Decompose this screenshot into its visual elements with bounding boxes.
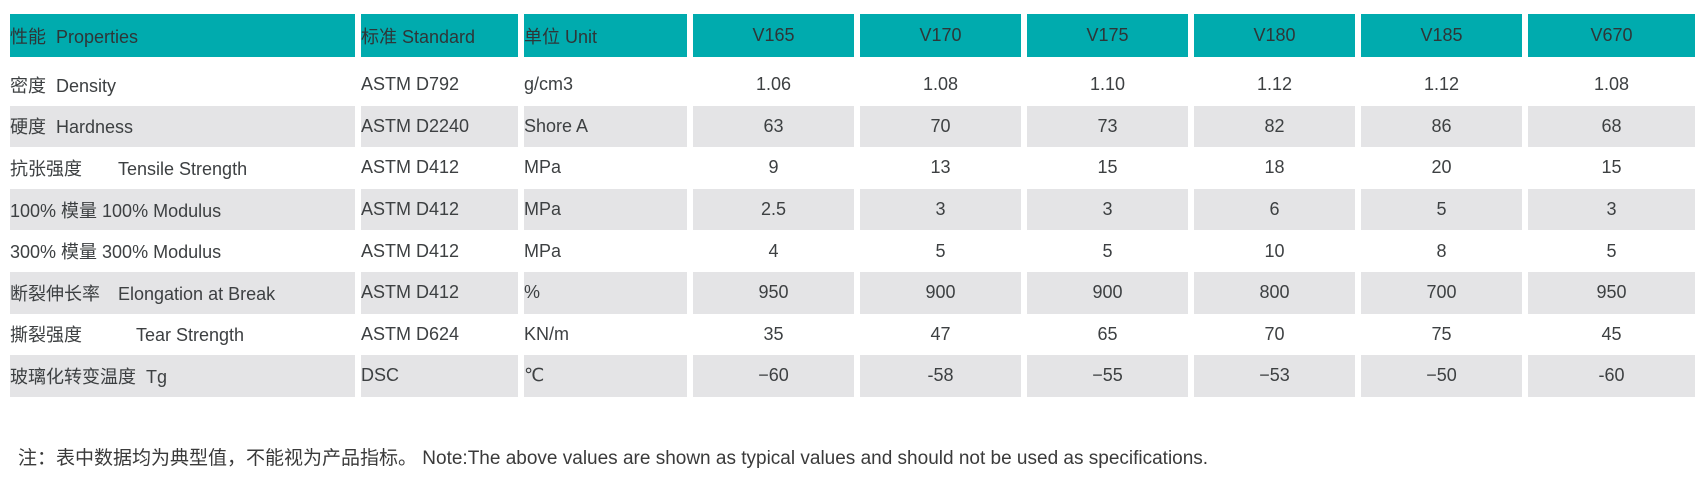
- cell-unit: MPa: [524, 147, 693, 189]
- cell-value: 5: [1361, 188, 1528, 231]
- cell-standard: ASTM D412: [361, 188, 524, 231]
- header-row: 性能 Properties 标准 Standard 单位 Unit V165 V…: [10, 14, 1695, 64]
- cell-unit: Shore A: [524, 105, 693, 148]
- cell-value: 75: [1361, 313, 1528, 356]
- cell-value: 3: [860, 188, 1027, 231]
- cell-standard: ASTM D412: [361, 230, 524, 272]
- cell-property: 密度 Density: [10, 64, 361, 106]
- cell-standard: ASTM D2240: [361, 105, 524, 148]
- cell-value: 1.10: [1027, 64, 1194, 106]
- table-row: 撕裂强度 Tear Strength ASTM D624 KN/m 35 47 …: [10, 313, 1695, 356]
- cell-standard: ASTM D412: [361, 147, 524, 189]
- cell-value: 73: [1027, 105, 1194, 148]
- cell-value: 70: [860, 105, 1027, 148]
- cell-standard: ASTM D624: [361, 313, 524, 356]
- table-row: 硬度 Hardness ASTM D2240 Shore A 63 70 73 …: [10, 105, 1695, 148]
- cell-value: 4: [693, 230, 860, 272]
- cell-unit: g/cm3: [524, 64, 693, 106]
- table-row: 300% 模量 300% Modulus ASTM D412 MPa 4 5 5…: [10, 230, 1695, 272]
- table-row: 抗张强度 Tensile Strength ASTM D412 MPa 9 13…: [10, 147, 1695, 189]
- header-cell-v180: V180: [1194, 14, 1361, 64]
- cell-value: 700: [1361, 271, 1528, 314]
- header-cell-unit: 单位 Unit: [524, 14, 693, 64]
- header-cell-standard: 标准 Standard: [361, 14, 524, 64]
- header-cell-v185: V185: [1361, 14, 1528, 64]
- cell-value: 3: [1528, 188, 1695, 231]
- cell-value: 20: [1361, 147, 1528, 189]
- cell-value: 1.08: [1593, 74, 1630, 95]
- cell-value: 18: [1194, 147, 1361, 189]
- header-cell-v170: V170: [860, 14, 1027, 64]
- cell-value: 9: [693, 147, 860, 189]
- cell-value: −50: [1361, 355, 1528, 397]
- cell-unit: KN/m: [524, 313, 693, 356]
- table-row: 玻璃化转变温度 Tg DSC ℃ −60 -58 −55 −53 −50 -60: [10, 355, 1695, 397]
- cell-value: 950: [693, 271, 860, 314]
- cell-property: 断裂伸长率 Elongation at Break: [10, 271, 361, 314]
- cell-property: 玻璃化转变温度 Tg: [10, 355, 361, 397]
- header-cell-v670: V670: [1528, 14, 1695, 64]
- cell-value: −53: [1194, 355, 1361, 397]
- cell-standard: ASTM D792: [361, 64, 524, 106]
- cell-value: 2.5: [693, 188, 860, 231]
- header-cell-v165: V165: [693, 14, 860, 64]
- table-row: 100% 模量 100% Modulus ASTM D412 MPa 2.5 3…: [10, 188, 1695, 231]
- cell-value: 45: [1601, 323, 1622, 344]
- cell-value: 47: [860, 313, 1027, 356]
- cell-value: 82: [1194, 105, 1361, 148]
- cell-value: 6: [1194, 188, 1361, 231]
- cell-value: 1.12: [1194, 64, 1361, 106]
- cell-property: 抗张强度 Tensile Strength: [10, 147, 361, 189]
- footnote: 注：表中数据均为典型值，不能视为产品指标。 Note:The above val…: [18, 447, 1209, 469]
- cell-property: 300% 模量 300% Modulus: [10, 230, 361, 272]
- table-row: 密度 Density ASTM D792 g/cm3 1.06 1.08 1.1…: [10, 64, 1695, 106]
- header-cell-v175: V175: [1027, 14, 1194, 64]
- cell-value: 800: [1194, 271, 1361, 314]
- cell-value: 5: [1606, 240, 1617, 261]
- cell-value: 5: [860, 230, 1027, 272]
- cell-value: 900: [1027, 271, 1194, 314]
- cell-value: 35: [693, 313, 860, 356]
- cell-standard: ASTM D412: [361, 271, 524, 314]
- cell-value: -58: [860, 355, 1027, 397]
- cell-property: 撕裂强度 Tear Strength: [10, 313, 361, 356]
- cell-unit: MPa: [524, 230, 693, 272]
- cell-value: 1.08: [860, 64, 1027, 106]
- cell-value: 70: [1194, 313, 1361, 356]
- cell-property: 硬度 Hardness: [10, 105, 361, 148]
- cell-value: 86: [1361, 105, 1528, 148]
- cell-property: 100% 模量 100% Modulus: [10, 188, 361, 231]
- cell-standard: DSC: [361, 355, 524, 397]
- cell-value: -60: [1528, 355, 1695, 397]
- cell-value: 950: [1528, 271, 1695, 314]
- table-row: 断裂伸长率 Elongation at Break ASTM D412 % 95…: [10, 271, 1695, 314]
- cell-unit: %: [524, 271, 693, 314]
- cell-value: 13: [860, 147, 1027, 189]
- cell-value: 1.06: [693, 64, 860, 106]
- cell-value: 10: [1194, 230, 1361, 272]
- cell-value: 5: [1027, 230, 1194, 272]
- cell-value: 900: [860, 271, 1027, 314]
- cell-value: −60: [693, 355, 860, 397]
- cell-value: 68: [1528, 105, 1695, 148]
- cell-value: 8: [1361, 230, 1528, 272]
- cell-unit: MPa: [524, 188, 693, 231]
- cell-value: 3: [1027, 188, 1194, 231]
- cell-value: −55: [1027, 355, 1194, 397]
- cell-value: 63: [693, 105, 860, 148]
- cell-value: 15: [1601, 157, 1622, 178]
- cell-value: 1.12: [1361, 64, 1528, 106]
- cell-value: 15: [1027, 147, 1194, 189]
- header-cell-properties: 性能 Properties: [10, 14, 361, 64]
- cell-unit: ℃: [524, 355, 693, 397]
- properties-table: 性能 Properties 标准 Standard 单位 Unit V165 V…: [10, 14, 1695, 397]
- cell-value: 65: [1027, 313, 1194, 356]
